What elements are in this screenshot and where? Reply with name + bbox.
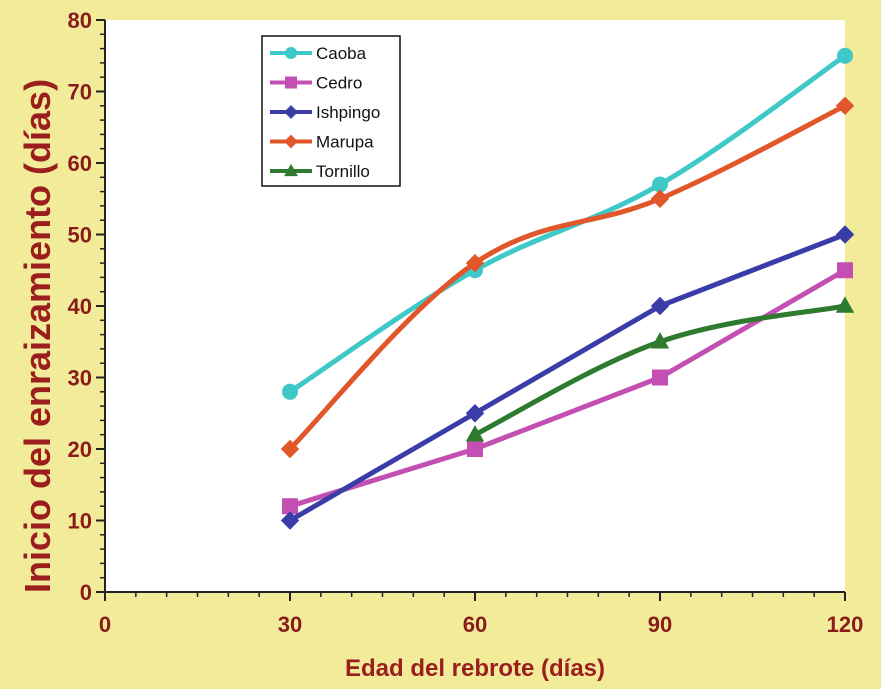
series-cedro [282,262,853,515]
data-point-caoba [837,47,853,64]
legend-label-tornillo: Tornillo [316,162,370,181]
data-point-ishpingo [650,296,670,316]
x-axis-label: Edad del rebrote (días) [345,655,605,682]
plot-area [105,20,845,592]
x-tick-label: 90 [648,612,672,637]
x-tick-label: 30 [278,612,302,637]
data-point-tornillo [465,425,485,442]
series-line-cedro [287,267,848,509]
series-marupa [280,96,855,459]
series-ishpingo [280,225,855,530]
y-tick-label: 50 [68,223,92,248]
legend-marker-cedro [285,76,297,89]
series-line-marupa [287,103,848,452]
data-point-tornillo [835,296,855,313]
data-point-caoba [652,176,668,193]
legend-label-caoba: Caoba [316,44,367,63]
legend-marker-marupa [284,134,298,149]
data-point-marupa [650,189,670,208]
data-point-cedro [282,498,298,515]
data-point-marupa [465,253,485,273]
y-tick-label: 70 [68,80,92,105]
y-tick-label: 10 [68,509,92,534]
x-tick-label: 0 [99,612,111,637]
data-point-marupa [835,96,855,115]
legend-marker-tornillo [284,163,298,177]
data-point-caoba [282,383,298,400]
data-point-tornillo [650,332,670,349]
y-tick-label: 60 [68,151,92,176]
series-line-ishpingo [287,232,848,523]
legend-marker-caoba [285,47,297,59]
y-tick-label: 40 [68,294,92,319]
series-tornillo [465,296,855,442]
x-tick-label: 60 [463,612,487,637]
legend-marker-ishpingo [284,105,298,119]
legend-label-ishpingo: Ishpingo [316,103,380,122]
data-point-ishpingo [465,404,485,423]
legend: Caoba Cedro Ishpingo Marupa Tornillo [261,35,401,187]
x-tick-label: 120 [827,612,864,637]
data-point-ishpingo [280,511,300,530]
data-point-marupa [280,439,300,459]
legend-label-cedro: Cedro [316,74,362,93]
y-tick-label: 20 [68,437,92,462]
y-axis-label: Inicio del enraizamiento (días) [17,79,58,593]
data-point-cedro [652,369,668,386]
data-point-ishpingo [835,225,855,244]
y-tick-label: 80 [68,8,92,33]
legend-label-marupa: Marupa [316,133,374,152]
y-tick-label: 0 [80,580,92,605]
y-tick-label: 30 [68,366,92,391]
data-point-cedro [837,262,853,279]
data-point-cedro [467,441,483,457]
